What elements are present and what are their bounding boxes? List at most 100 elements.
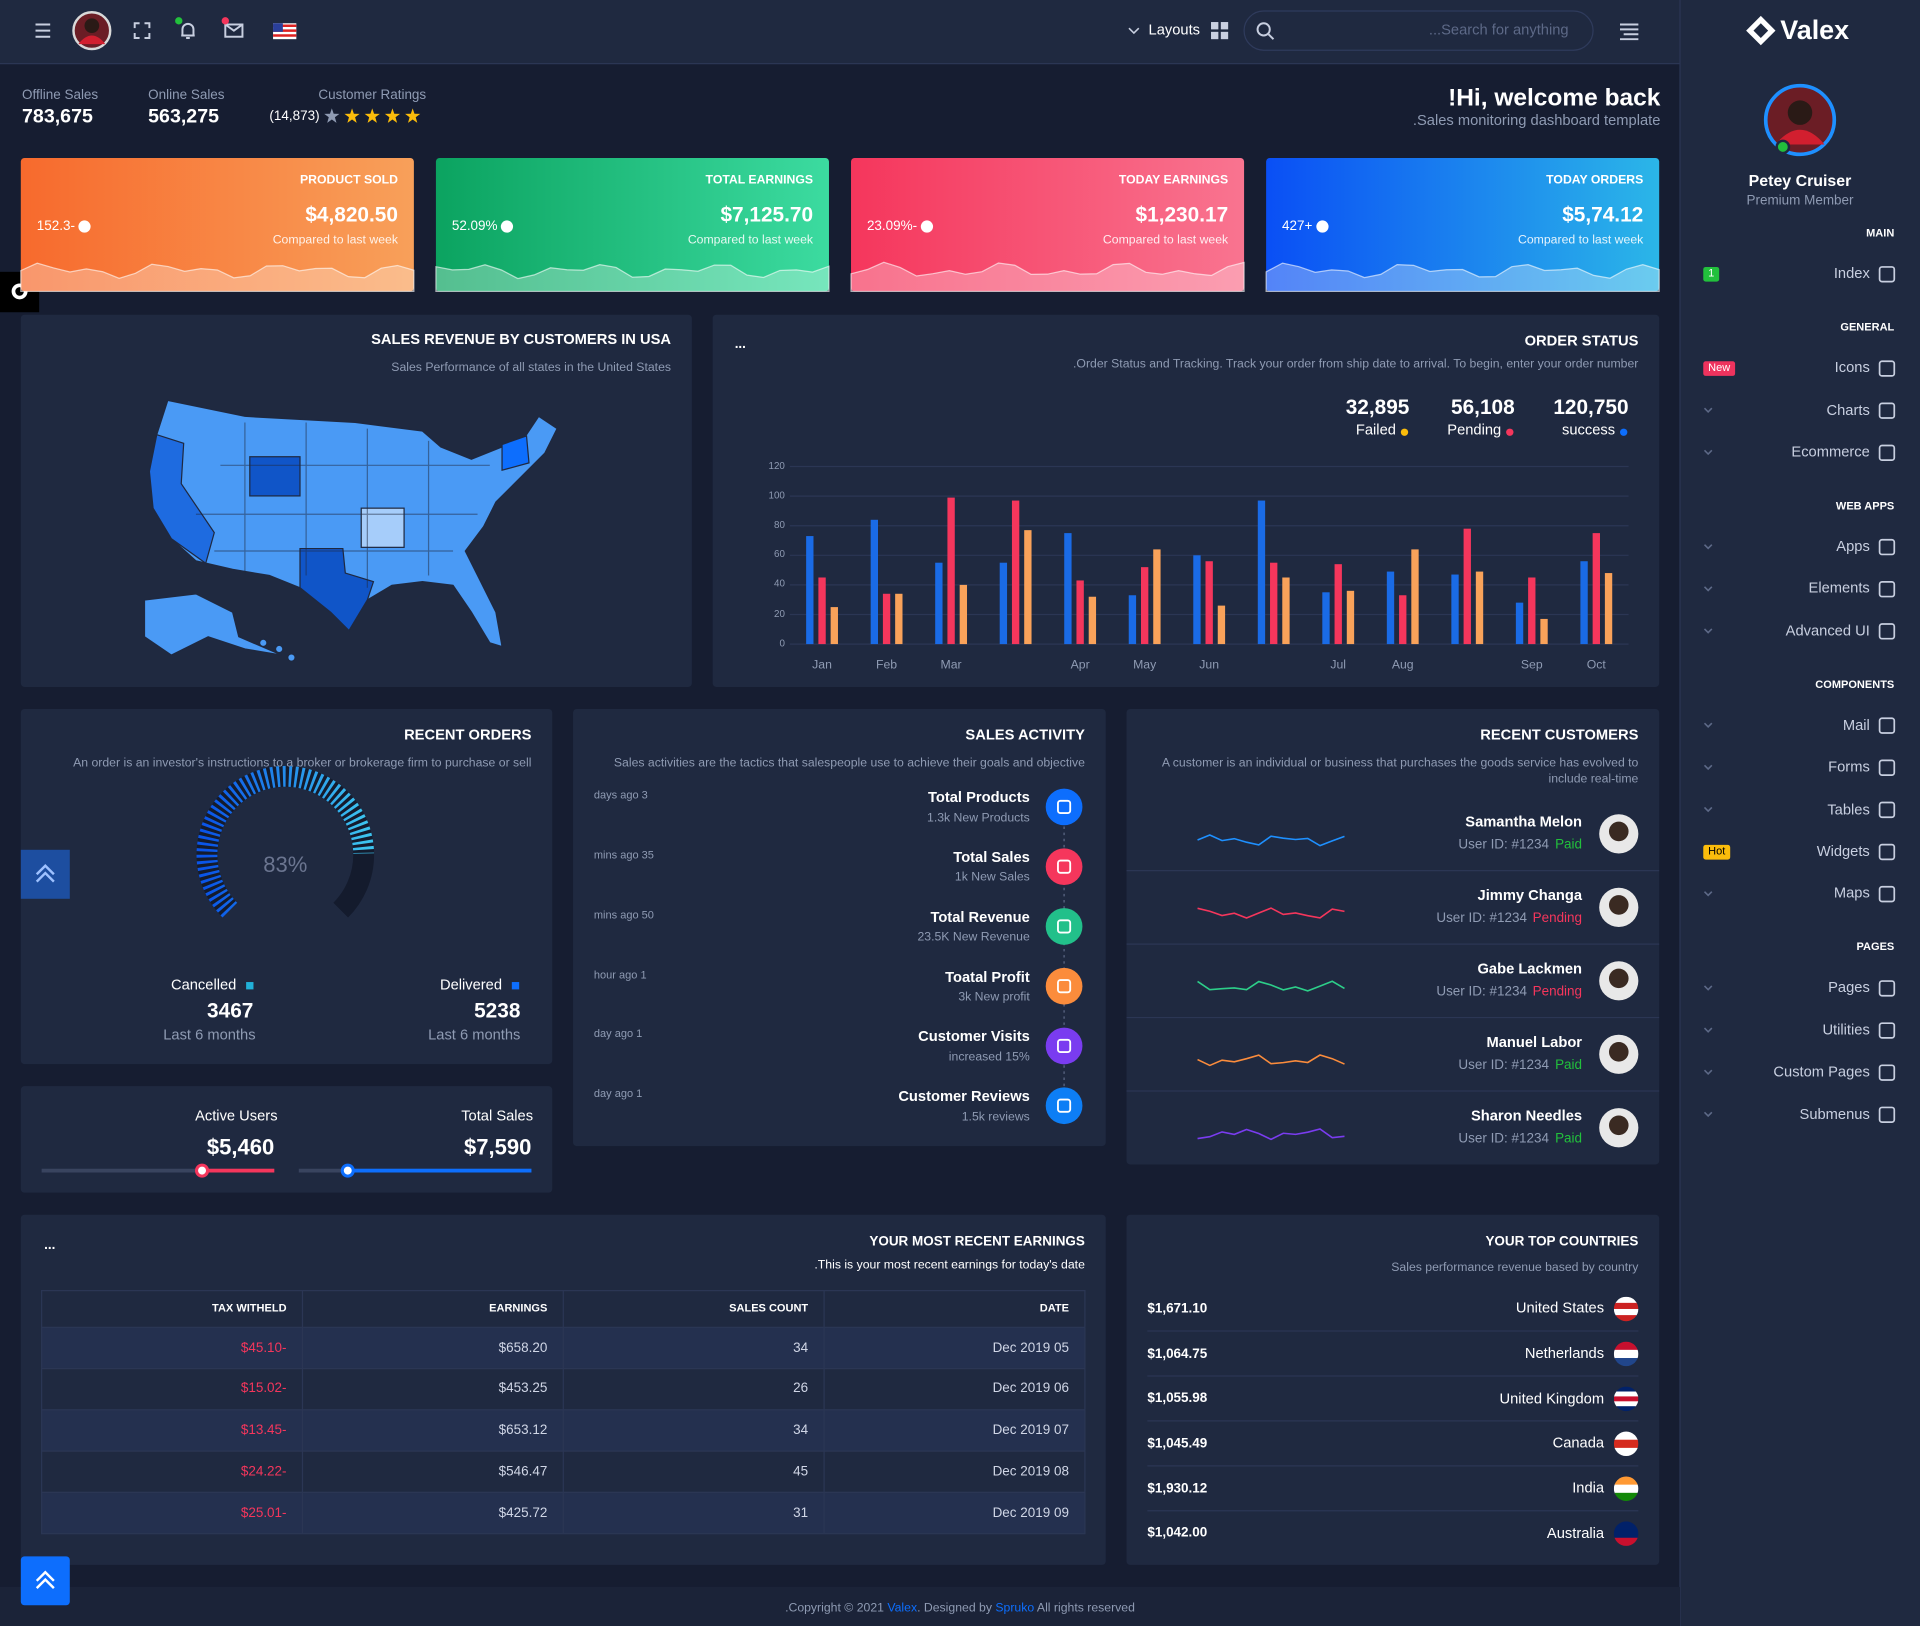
change-icon — [500, 220, 514, 233]
menu-item[interactable]: Icons — [1834, 359, 1870, 377]
slider-knob — [195, 1163, 210, 1178]
menu-icon[interactable] — [35, 23, 51, 38]
menu-item[interactable]: Custom Pages — [1773, 1063, 1870, 1081]
legend-square — [246, 982, 254, 990]
x-tick-label: Oct — [1586, 658, 1606, 672]
panel-menu[interactable]: ... — [44, 1237, 56, 1253]
card-wave — [1265, 262, 1660, 293]
footer-link[interactable]: Spruko — [995, 1601, 1035, 1615]
chevron — [1703, 407, 1713, 414]
table-cell: 31 — [793, 1505, 809, 1521]
table-cell: $25.01- — [240, 1505, 287, 1521]
menu-item[interactable]: Mail — [1842, 716, 1870, 734]
flag-stripe — [1613, 1358, 1639, 1367]
menu-item[interactable]: Maps — [1833, 884, 1870, 902]
menu-item[interactable]: Forms — [1828, 758, 1870, 776]
flag-stripe — [1613, 1537, 1639, 1546]
table-cell: $45.10- — [240, 1340, 287, 1356]
footer-link[interactable]: Valex — [887, 1601, 918, 1615]
menu-item[interactable]: Index — [1833, 264, 1870, 282]
star — [384, 108, 401, 123]
menu-item[interactable]: Charts — [1826, 401, 1870, 419]
menu-icon — [1878, 402, 1896, 419]
bar — [882, 593, 891, 645]
mail-icon[interactable] — [224, 23, 244, 38]
back-to-top[interactable] — [20, 1556, 70, 1606]
table-cell: $453.25 — [498, 1381, 548, 1397]
panel-menu[interactable]: ... — [734, 336, 746, 352]
table-cell: 34 — [793, 1422, 809, 1438]
panel-subtitle: An order is an investor's instructions t… — [73, 756, 532, 770]
activity-icon — [1045, 848, 1083, 886]
panel-title: RECENT ORDERS — [404, 726, 532, 744]
bell-icon[interactable] — [181, 22, 195, 39]
bar — [1282, 577, 1290, 645]
flag-stripe — [1613, 1296, 1639, 1304]
flag-stripe — [1613, 1439, 1639, 1449]
activity-title: Total Revenue — [930, 908, 1030, 926]
menu-item[interactable]: Advanced UI — [1785, 621, 1870, 639]
x-tick-label: Feb — [876, 658, 898, 672]
gauge-label: 83% — [263, 852, 308, 878]
menu-icon — [1878, 759, 1896, 776]
flag-stripe — [1613, 1396, 1639, 1402]
menu-section: PAGES — [1856, 940, 1895, 954]
customer-id: User ID: #1234 — [1436, 984, 1527, 999]
country-amount: $1,064.75 — [1147, 1346, 1208, 1362]
customer-status: Paid — [1555, 837, 1583, 853]
y-tick-label: 0 — [779, 637, 785, 649]
chevron — [1703, 806, 1713, 813]
card-note: Compared to last week — [272, 233, 398, 247]
table-cell: $546.47 — [498, 1464, 548, 1479]
layout-grid-icon[interactable] — [1211, 22, 1229, 40]
customer-name: Sharon Needles — [1470, 1107, 1583, 1125]
table-cell: $658.20 — [498, 1340, 548, 1356]
change-icon — [920, 220, 934, 233]
slider-value: $7,590 — [464, 1135, 532, 1160]
flag-stripe — [1613, 1341, 1639, 1351]
menu-item[interactable]: Widgets — [1816, 842, 1870, 860]
activity-icon — [1045, 1087, 1083, 1125]
menu-item[interactable]: Pages — [1828, 978, 1870, 996]
chevron — [1703, 1027, 1713, 1033]
menu-item[interactable]: Elements — [1808, 579, 1870, 597]
activity-time: hour ago 1 — [593, 968, 647, 981]
menu-icon — [1878, 266, 1896, 283]
customer-avatar-face — [1608, 1115, 1629, 1136]
menu-item[interactable]: Tables — [1827, 800, 1870, 818]
flag-stripe — [1613, 1391, 1639, 1398]
bar — [1128, 595, 1137, 645]
menu-item[interactable]: Utilities — [1822, 1020, 1870, 1039]
search-box[interactable] — [1243, 10, 1594, 51]
stat-card — [1266, 157, 1660, 292]
menu-right-icon[interactable] — [1620, 23, 1639, 41]
table-cell: $425.72 — [498, 1505, 548, 1521]
menu-section: COMPONENTS — [1815, 678, 1895, 691]
panel-title: SALES ACTIVITY — [965, 726, 1085, 744]
country-amount: $1,671.10 — [1147, 1301, 1208, 1317]
menu-item[interactable]: Apps — [1836, 537, 1870, 555]
customer-sparkline — [1197, 1128, 1345, 1141]
bar — [1451, 574, 1459, 645]
menu-item[interactable]: Submenus — [1799, 1105, 1870, 1123]
menu-item[interactable]: Ecommerce — [1791, 443, 1870, 461]
bar — [1322, 592, 1330, 645]
menu-icon — [1878, 717, 1896, 734]
layouts-button[interactable]: Layouts — [1148, 21, 1200, 39]
star — [364, 108, 380, 123]
chevron — [1703, 544, 1713, 550]
bar — [830, 607, 838, 645]
activity-sub: 1.5k reviews — [961, 1110, 1030, 1124]
y-tick-label: 20 — [773, 608, 785, 620]
slider-label: Total Sales — [461, 1107, 534, 1125]
fullscreen-icon[interactable] — [133, 22, 151, 39]
customer-status: Paid — [1555, 1057, 1583, 1073]
scroll-button[interactable] — [20, 849, 70, 899]
activity-sub: 1.3k New Products — [927, 811, 1030, 825]
stat-label: Offline Sales — [22, 87, 99, 103]
panel-title: SALES REVENUE BY CUSTOMERS IN USA — [371, 330, 672, 348]
search-placeholder: ...Search for anything — [1428, 21, 1569, 39]
panel-title: YOUR MOST RECENT EARNINGS — [869, 1234, 1085, 1249]
card-change: 23.09%- — [866, 218, 918, 234]
us-flag[interactable] — [273, 23, 297, 40]
